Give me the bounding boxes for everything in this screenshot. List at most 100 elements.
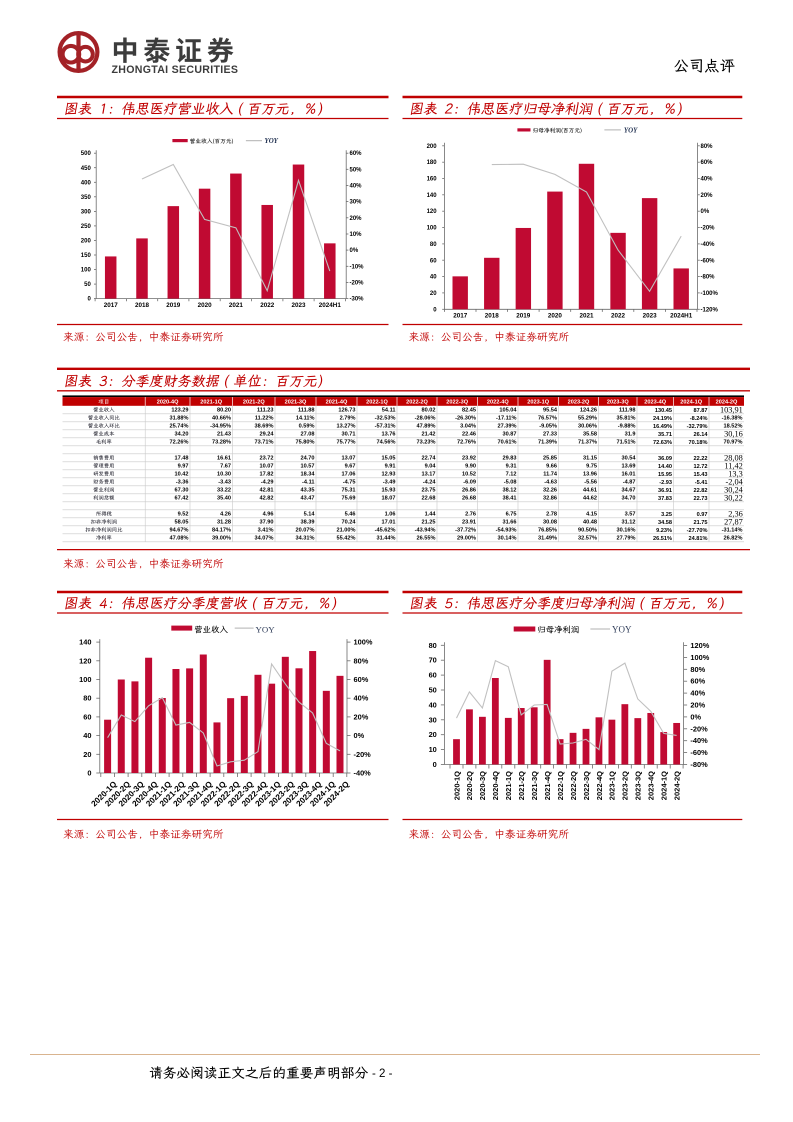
svg-text:38.69%: 38.69%	[255, 424, 274, 430]
svg-text:20: 20	[83, 750, 91, 759]
svg-text:50: 50	[84, 282, 91, 288]
svg-text:0%: 0%	[350, 248, 359, 254]
svg-text:42.81: 42.81	[260, 488, 274, 494]
svg-text:2020-2Q: 2020-2Q	[465, 771, 474, 800]
svg-text:-6.09: -6.09	[463, 480, 476, 486]
svg-text:80%: 80%	[701, 144, 714, 150]
svg-text:4.15: 4.15	[586, 512, 597, 518]
svg-text:70.18%: 70.18%	[689, 440, 708, 446]
svg-text:2023-3Q: 2023-3Q	[634, 771, 643, 800]
svg-text:-4.29: -4.29	[261, 480, 274, 486]
svg-text:75.80%: 75.80%	[296, 440, 315, 446]
svg-text:23.72: 23.72	[260, 456, 274, 462]
svg-text:-32.53%: -32.53%	[375, 416, 396, 422]
svg-text:17.48: 17.48	[175, 456, 189, 462]
svg-text:-20%: -20%	[701, 226, 716, 232]
svg-text:-9.88%: -9.88%	[618, 424, 636, 430]
svg-text:- 2 -: - 2 -	[372, 1068, 393, 1080]
svg-text:13.17: 13.17	[422, 472, 436, 478]
svg-text:16.61: 16.61	[217, 456, 231, 462]
svg-text:10.57: 10.57	[301, 464, 315, 470]
svg-text:2019: 2019	[166, 302, 181, 309]
svg-text:-4.87: -4.87	[623, 480, 636, 486]
svg-text:-3.36: -3.36	[176, 480, 189, 486]
svg-text:105.04: 105.04	[499, 408, 517, 414]
svg-text:11.74: 11.74	[543, 472, 558, 478]
svg-text:35.40: 35.40	[217, 496, 231, 502]
svg-text:-80%: -80%	[701, 275, 716, 281]
svg-text:58.05: 58.05	[175, 520, 189, 526]
svg-text:2021-4Q: 2021-4Q	[326, 400, 348, 406]
svg-text:2023: 2023	[291, 302, 306, 309]
svg-text:100: 100	[79, 675, 91, 684]
svg-text:-40%: -40%	[354, 769, 372, 778]
svg-text:-20%: -20%	[354, 750, 372, 759]
svg-text:-40%: -40%	[701, 242, 716, 248]
svg-text:29.24: 29.24	[260, 432, 275, 438]
svg-text:25.74%: 25.74%	[170, 424, 189, 430]
svg-text:30.06%: 30.06%	[578, 424, 597, 430]
svg-text:-37.72%: -37.72%	[455, 528, 476, 534]
svg-text:15.43: 15.43	[694, 472, 708, 478]
svg-text:-2,04: -2,04	[726, 477, 744, 486]
svg-text:75.69: 75.69	[342, 496, 356, 502]
svg-text:40.66%: 40.66%	[212, 416, 231, 422]
svg-text:22.73: 22.73	[694, 496, 708, 502]
svg-text:32.86: 32.86	[543, 496, 557, 502]
svg-text:10: 10	[429, 745, 437, 754]
svg-text:6.75: 6.75	[506, 512, 517, 518]
svg-text:40%: 40%	[350, 184, 363, 190]
svg-text:2022-1Q: 2022-1Q	[366, 400, 388, 406]
svg-text:21.00%: 21.00%	[337, 528, 356, 534]
svg-text:35.81%: 35.81%	[617, 416, 636, 422]
svg-text:12.72: 12.72	[694, 464, 708, 470]
svg-text:55.29%: 55.29%	[578, 416, 597, 422]
svg-text:-4.63: -4.63	[544, 480, 557, 486]
svg-text:30.87: 30.87	[503, 432, 517, 438]
svg-text:2021-1Q: 2021-1Q	[504, 771, 513, 800]
svg-text:5.14: 5.14	[304, 512, 316, 518]
svg-text:13,3: 13,3	[728, 469, 743, 478]
svg-text:3.04%: 3.04%	[460, 424, 476, 430]
svg-text:47.89%: 47.89%	[417, 424, 436, 430]
svg-text:2020-4Q: 2020-4Q	[157, 400, 179, 406]
svg-text:2022-3Q: 2022-3Q	[446, 400, 468, 406]
svg-text:2021-3Q: 2021-3Q	[285, 400, 307, 406]
svg-text:60: 60	[430, 258, 437, 264]
svg-text:3.57: 3.57	[625, 512, 636, 518]
svg-text:20%: 20%	[690, 701, 705, 710]
svg-text:2021-2Q: 2021-2Q	[243, 400, 265, 406]
svg-text:90.50%: 90.50%	[578, 528, 597, 534]
svg-text:9.91: 9.91	[385, 464, 396, 470]
svg-text:47.08%: 47.08%	[170, 536, 189, 542]
svg-text:2024H1: 2024H1	[319, 302, 342, 309]
svg-text:2.79%: 2.79%	[340, 416, 356, 422]
svg-text:71.37%: 71.37%	[578, 440, 597, 446]
svg-text:72.76%: 72.76%	[457, 440, 476, 446]
svg-text:18.52%: 18.52%	[724, 424, 743, 430]
svg-text:150: 150	[81, 253, 92, 259]
svg-text:-3.49: -3.49	[383, 480, 396, 486]
svg-text:2023-4Q: 2023-4Q	[647, 771, 656, 800]
svg-text:80: 80	[83, 694, 91, 703]
svg-text:94.67%: 94.67%	[170, 528, 189, 534]
svg-text:31.88%: 31.88%	[170, 416, 189, 422]
svg-text:0: 0	[87, 297, 91, 303]
svg-text:39.00%: 39.00%	[212, 536, 231, 542]
svg-text:0%: 0%	[701, 209, 710, 215]
svg-text:-34.95%: -34.95%	[210, 424, 231, 430]
svg-text:33.22: 33.22	[217, 488, 231, 494]
svg-text:2022-3Q: 2022-3Q	[582, 771, 591, 800]
svg-text:126.73: 126.73	[338, 408, 355, 414]
svg-text:27.08: 27.08	[301, 432, 315, 438]
svg-text:31.44%: 31.44%	[377, 536, 396, 542]
svg-text:30%: 30%	[350, 200, 363, 206]
svg-text:12.93: 12.93	[382, 472, 396, 478]
svg-text:180: 180	[427, 160, 438, 166]
svg-text:9.52: 9.52	[178, 512, 189, 518]
svg-text:103,91: 103,91	[720, 405, 743, 414]
svg-text:34.31%: 34.31%	[296, 536, 315, 542]
svg-text:22.22: 22.22	[694, 456, 708, 462]
svg-text:35.58: 35.58	[583, 432, 597, 438]
svg-text:32.57%: 32.57%	[578, 536, 597, 542]
